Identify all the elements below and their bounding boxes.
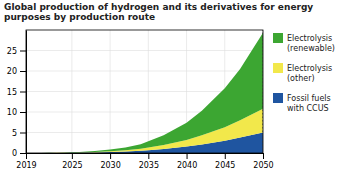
x-axis: 2019 2025 2030 2035 2040 2045 2050: [16, 153, 273, 170]
tick-label-x: 2030: [100, 161, 120, 170]
tick-mark-y: [20, 133, 26, 134]
tick-mark-x: [148, 153, 149, 159]
tick-mark-y: [20, 112, 26, 113]
tick-label-y: 5: [12, 129, 17, 138]
tick-x: 2025: [62, 153, 82, 170]
tick-x: 2045: [215, 153, 235, 170]
tick-mark-y: [20, 92, 26, 93]
tick-x: 2050: [253, 153, 273, 170]
tick-mark-y: [20, 51, 26, 52]
plot-area: [26, 30, 263, 153]
title: Global production of hydrogen and its de…: [4, 2, 313, 22]
grid-line-y: [26, 71, 263, 72]
tick-y: 20: [7, 67, 26, 76]
chart: Global production of hydrogen and its de…: [0, 0, 358, 171]
grid-line-x: [148, 30, 149, 153]
tick-mark-x: [72, 153, 73, 159]
tick-label-x: 2019: [16, 161, 36, 170]
legend-swatch: [273, 33, 283, 43]
tick-y: 15: [7, 88, 26, 97]
tick-mark-x: [187, 153, 188, 159]
tick-label-y: 25: [7, 47, 17, 56]
tick-y: 25: [7, 47, 26, 56]
tick-label-y: 10: [7, 108, 17, 117]
tick-mark-x: [26, 153, 27, 159]
axis-line-y: [26, 31, 27, 154]
grid-line-x: [110, 30, 111, 153]
grid: [26, 30, 263, 153]
tick-label-x: 2040: [177, 161, 197, 170]
plot-frame: [26, 30, 263, 153]
tick-label-x: 2025: [62, 161, 82, 170]
tick-mark-x: [110, 153, 111, 159]
axis-line-x: [27, 153, 264, 154]
legend-label: Electrolysis(other): [287, 64, 332, 83]
legend-swatch: [273, 63, 283, 73]
tick-mark-y: [20, 153, 26, 154]
tick-y: 5: [12, 129, 26, 138]
legend-label: Electrolysis(renewable): [287, 34, 335, 53]
tick-label-y: 20: [7, 67, 17, 76]
tick-x: 2040: [177, 153, 197, 170]
tick-mark-y: [20, 71, 26, 72]
legend-swatch: [273, 93, 283, 103]
legend-label: Fossil fuelswith CCUS: [287, 94, 331, 113]
tick-mark-x: [225, 153, 226, 159]
tick-label-y: 0: [12, 149, 17, 158]
tick-label-y: 15: [7, 88, 17, 97]
tick-y: 0: [12, 149, 26, 158]
legend: Electrolysis(renewable) Electrolysis(othe…: [273, 33, 335, 113]
tick-label-x: 2035: [139, 161, 159, 170]
tick-label-x: 2050: [253, 161, 273, 170]
tick-mark-x: [263, 153, 264, 159]
tick-x: 2035: [139, 153, 159, 170]
grid-line-y: [26, 50, 263, 51]
y-axis: 0 5 10 15 20 25: [7, 31, 27, 159]
tick-label-x: 2045: [215, 161, 235, 170]
area: [26, 33, 263, 153]
tick-x: 2019: [16, 153, 36, 170]
tick-x: 2030: [100, 153, 120, 170]
tick-y: 10: [7, 108, 26, 117]
grid-line-x: [71, 30, 72, 153]
